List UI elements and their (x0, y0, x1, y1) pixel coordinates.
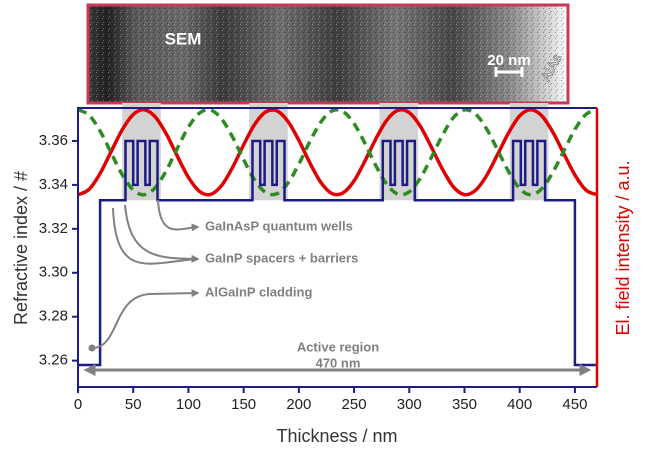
x-axis-title: Thickness / nm (276, 426, 397, 446)
sem-label: SEM (165, 29, 202, 48)
y-axis-title: Refractive index / # (11, 171, 31, 325)
annotation-label: 470 nm (316, 355, 361, 370)
x-tick-label: 200 (286, 396, 311, 413)
x-tick-label: 400 (507, 396, 532, 413)
y-tick-label: 3.32 (39, 220, 68, 237)
annotation-arrow (92, 293, 198, 348)
annotations: GaInAsP quantum wells GaInP spacers + ba… (86, 200, 589, 370)
x-tick-label: 100 (176, 396, 201, 413)
y-tick-label: 3.26 (39, 352, 68, 369)
annotation-label: AlGaInP cladding (205, 284, 312, 299)
x-tick-label: 0 (74, 396, 82, 413)
annotation-label: GaInP spacers + barriers (205, 250, 358, 265)
y-tick-label: 3.34 (39, 176, 68, 193)
x-tick-label: 250 (342, 396, 367, 413)
annotation-arrow (125, 205, 198, 259)
x-tick-label: 50 (125, 396, 142, 413)
annotation-arrow (158, 200, 198, 229)
x-tick-label: 450 (562, 396, 587, 413)
y2-axis-title: El. field intensity / a.u. (613, 160, 633, 335)
y-tick-label: 3.28 (39, 308, 68, 325)
sem-inset: SEM 20 nm AlAs (88, 5, 568, 103)
x-tick-label: 300 (397, 396, 422, 413)
shaded-region (249, 103, 288, 200)
x-tick-label: 150 (231, 396, 256, 413)
y-tick-label: 3.30 (39, 264, 68, 281)
annotation-label: GaInAsP quantum wells (205, 218, 353, 233)
chart: SEM 20 nm AlAs 0 50 100 150 200 250 300 350 400 4… (0, 0, 646, 449)
x-tick-label: 350 (452, 396, 477, 413)
scale-bar-label: 20 nm (487, 52, 530, 69)
y-tick-label: 3.36 (39, 132, 68, 149)
annotation-label: Active region (297, 339, 379, 354)
